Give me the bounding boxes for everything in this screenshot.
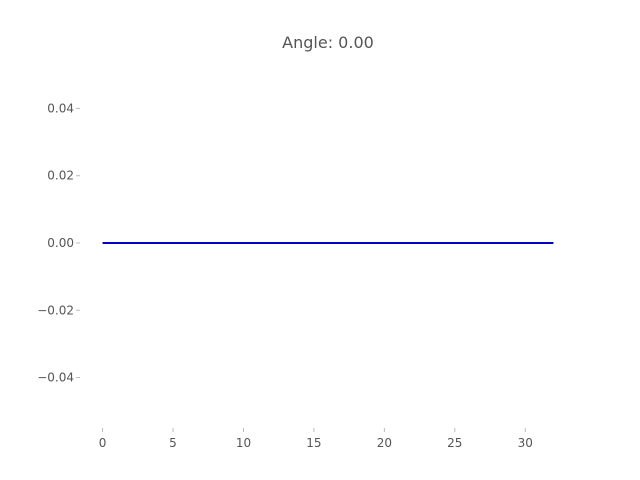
x-tick-label: 25 (447, 436, 462, 450)
y-tick-label: 0.02 (47, 169, 74, 183)
y-axis: 0.04 0.02 0.00 −0.02 −0.04 (37, 101, 80, 385)
x-tick-label: 20 (377, 436, 392, 450)
y-tick-label: 0.04 (47, 101, 74, 115)
y-tick-label: −0.04 (37, 371, 74, 385)
x-axis: 0 5 10 15 20 25 30 (99, 428, 533, 450)
x-tick-label: 10 (236, 436, 251, 450)
x-tick-label: 0 (99, 436, 107, 450)
y-tick-label: 0.00 (47, 236, 74, 250)
x-tick-label: 30 (518, 436, 533, 450)
x-tick-label: 15 (306, 436, 321, 450)
y-tick-label: −0.02 (37, 303, 74, 317)
x-tick-label: 5 (169, 436, 177, 450)
chart-title: Angle: 0.00 (282, 33, 374, 52)
